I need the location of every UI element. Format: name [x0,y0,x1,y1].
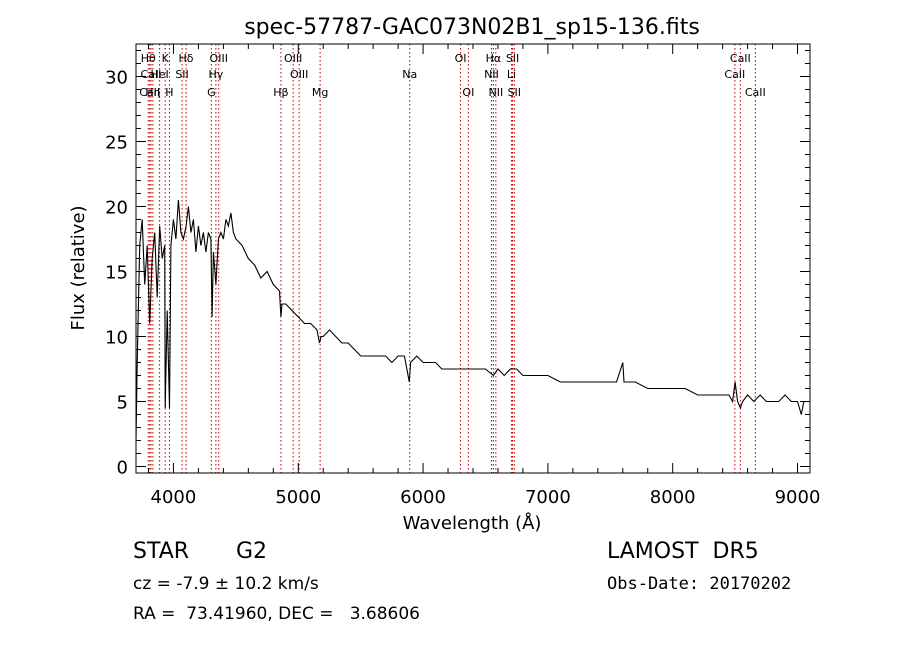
x-axis-ticks: 4000 5000 6000 7000 8000 9000 [147,44,821,508]
observation-date: Obs-Date: 20170202 [607,574,792,594]
y-axis-label: Flux (relative) [68,205,89,330]
line-label-4: HeI [150,68,168,81]
line-label-0: Hθ [141,52,156,65]
x-tick-label-4: 8000 [650,487,696,508]
y-tick-label-5: 25 [105,133,128,154]
line-label-20: SII [506,52,519,65]
line-label-5: K [162,52,170,65]
y-tick-label-2: 10 [105,328,128,349]
line-label-24: SII [508,86,521,99]
line-label-19: Hα [486,52,502,65]
spectral-line-markers [147,44,756,473]
coordinates: RA = 73.41960, DEC = 3.68606 [133,604,420,624]
line-label-15: Mg [312,86,328,99]
line-label-16: Na [402,68,417,81]
y-tick-label-4: 20 [105,198,128,219]
x-tick-label-1: 5000 [275,487,321,508]
survey-name: LAMOST DR5 [607,539,759,564]
y-tick-label-0: 0 [117,458,128,479]
x-axis-label: Wavelength (Å) [403,512,542,534]
line-label-21: NII [484,68,499,81]
y-tick-label-3: 15 [105,263,128,284]
line-label-2: CaII [139,86,160,99]
chart-title: spec-57787-GAC073N02B1_sp15-136.fits [244,15,700,40]
x-tick-label-0: 4000 [151,487,197,508]
line-label-22: Li [507,68,516,81]
line-label-6: H [165,86,173,99]
line-label-11: G [207,86,216,99]
line-label-25: CaII [730,52,751,65]
line-label-1: CaII [141,68,162,81]
line-label-14: Hβ [273,86,288,99]
line-label-3: Hη [145,86,160,99]
y-tick-label-1: 5 [117,393,128,414]
line-label-13: OIII [290,68,308,81]
redshift-info: cz = -7.9 ± 10.2 km/s [133,574,319,594]
object-class: STAR [133,539,190,564]
line-label-23: NII [488,86,503,99]
line-label-12: OIII [284,52,302,65]
line-label-9: OIII [210,52,228,65]
x-tick-label-5: 9000 [775,487,821,508]
plot-frame [135,43,811,474]
line-label-27: CaII [745,86,766,99]
line-label-7: Hδ [179,52,194,65]
x-tick-label-3: 7000 [525,487,571,508]
y-axis-ticks: 0 5 10 15 20 25 30 [105,50,810,479]
x-tick-label-2: 6000 [400,487,446,508]
y-tick-label-6: 30 [105,68,128,89]
line-label-10: Hγ [208,68,223,81]
line-label-8: SII [175,68,188,81]
line-label-26: CaII [724,68,745,81]
line-label-18: OI [462,86,474,99]
spectrum-series-line [135,199,805,441]
line-label-17: OI [455,52,467,65]
object-subclass: G2 [236,539,268,564]
